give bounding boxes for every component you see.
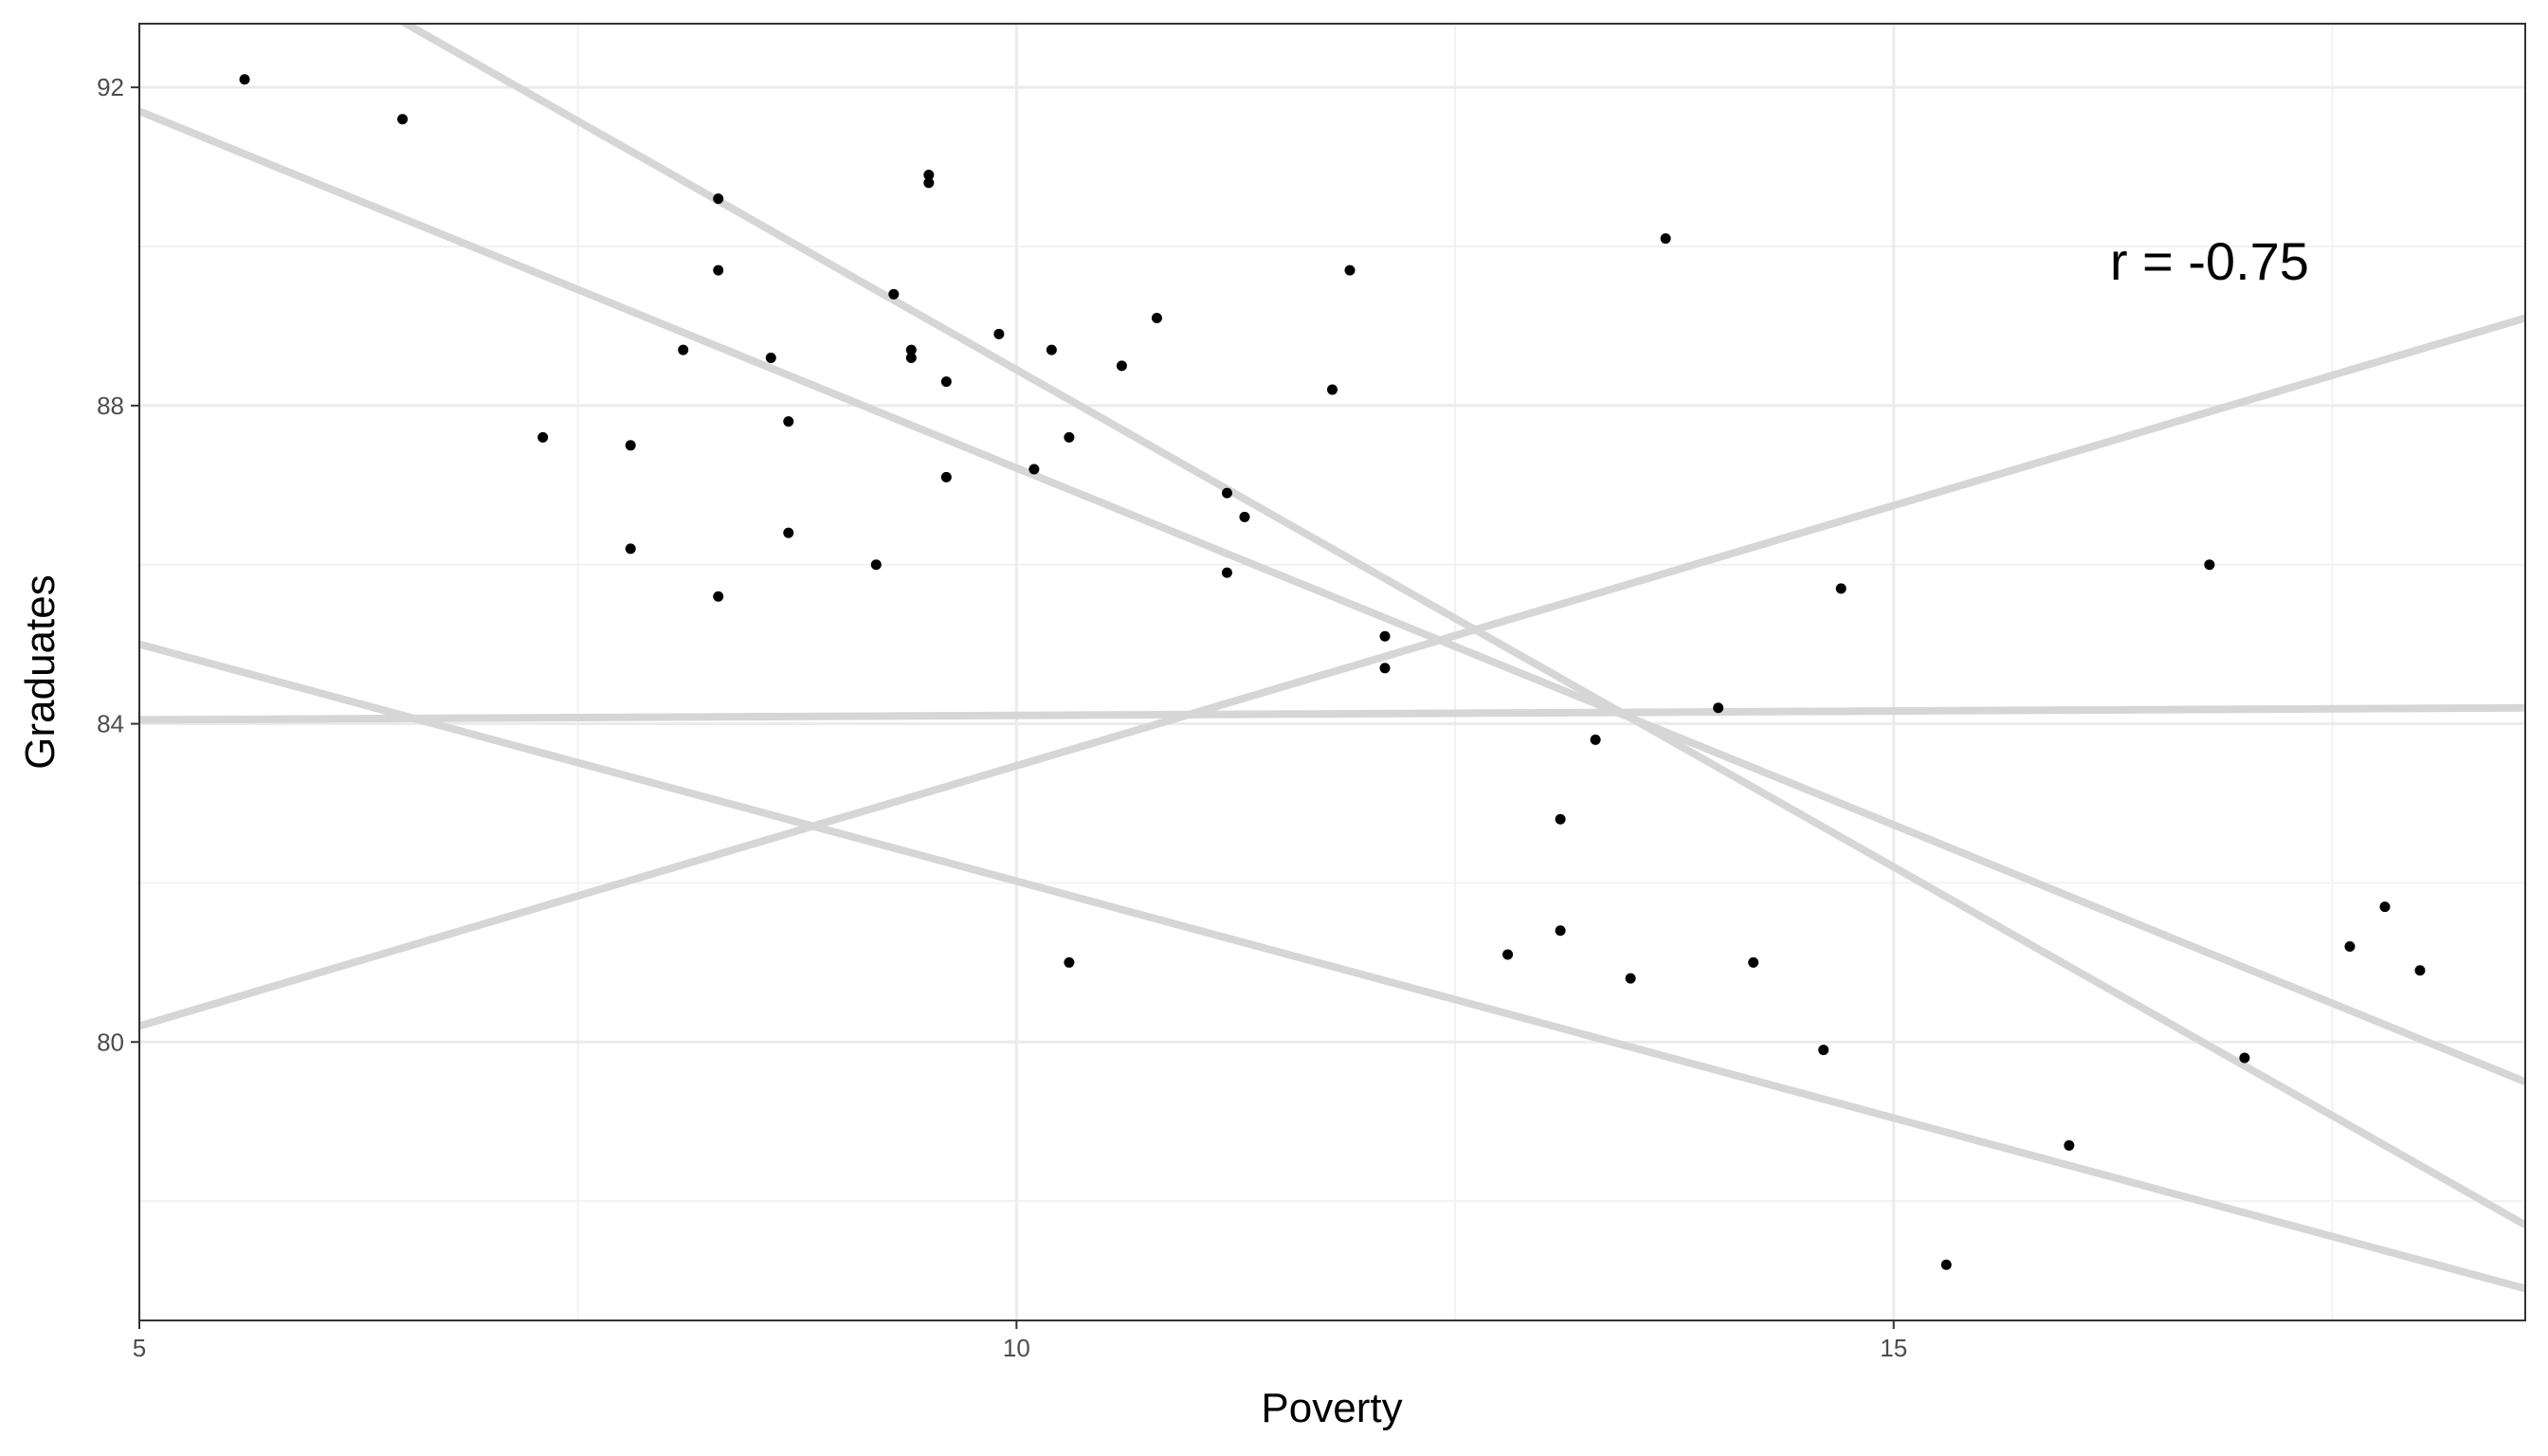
- data-point: [537, 431, 549, 443]
- x-axis: 5 10 15: [133, 1320, 1907, 1362]
- data-point: [783, 416, 794, 428]
- data-point: [1116, 360, 1127, 372]
- data-points: [239, 74, 2426, 1270]
- data-point: [940, 376, 952, 388]
- data-point: [1379, 630, 1391, 642]
- data-point: [905, 344, 917, 355]
- data-point: [1028, 464, 1040, 475]
- data-point: [940, 471, 952, 482]
- x-tick-label: 5: [133, 1334, 146, 1362]
- y-tick-label: 88: [97, 391, 124, 420]
- data-point: [239, 74, 250, 85]
- regression-lines: [139, 24, 2525, 1293]
- data-point: [713, 591, 724, 602]
- data-point: [1502, 949, 1514, 960]
- data-point: [1625, 973, 1636, 984]
- data-point: [1151, 313, 1162, 324]
- data-point: [1064, 956, 1075, 968]
- data-point: [1555, 925, 1566, 937]
- data-point: [870, 559, 882, 571]
- data-point: [713, 193, 724, 205]
- data-point: [678, 344, 689, 355]
- data-point: [923, 177, 935, 189]
- y-tick-label: 80: [97, 1028, 124, 1056]
- data-point: [1590, 734, 1601, 745]
- y-axis: 80 84 88 92: [97, 73, 139, 1056]
- y-tick-label: 84: [97, 710, 124, 738]
- regression-line: [139, 107, 2525, 1085]
- data-point: [625, 543, 636, 555]
- data-point: [1064, 431, 1075, 443]
- plot-panel-border: [138, 23, 2526, 1321]
- data-point: [783, 527, 794, 538]
- x-tick-label: 10: [1003, 1334, 1030, 1362]
- data-point: [1555, 813, 1566, 825]
- data-point: [905, 352, 917, 363]
- data-point: [2064, 1139, 2075, 1151]
- data-point: [1239, 511, 1250, 522]
- data-point: [2379, 901, 2391, 913]
- data-point: [2239, 1052, 2250, 1064]
- data-point: [625, 440, 636, 451]
- data-point: [1379, 663, 1391, 674]
- data-point: [993, 328, 1005, 339]
- regression-line: [139, 640, 2525, 1293]
- regression-line: [139, 314, 2525, 1030]
- data-point: [1818, 1045, 1829, 1056]
- data-point: [1940, 1259, 1952, 1270]
- data-point: [1327, 384, 1338, 395]
- y-axis-title: Graduates: [17, 574, 64, 769]
- data-point: [1221, 567, 1232, 578]
- minor-gridlines: [139, 24, 2525, 1320]
- data-point: [397, 114, 409, 125]
- data-point: [1046, 344, 1057, 355]
- regression-line: [398, 24, 2525, 1228]
- data-point: [2344, 941, 2356, 953]
- data-point: [1660, 233, 1671, 245]
- data-point: [1748, 956, 1759, 968]
- x-tick-label: 15: [1880, 1334, 1907, 1362]
- data-point: [888, 288, 900, 300]
- y-tick-label: 92: [97, 73, 124, 101]
- regression-line: [139, 703, 2525, 724]
- data-point: [1835, 583, 1847, 594]
- data-point: [765, 352, 776, 363]
- data-point: [1713, 702, 1724, 714]
- data-point: [2414, 965, 2426, 976]
- data-point: [1221, 487, 1232, 499]
- data-point: [923, 169, 935, 180]
- correlation-annotation: r = -0.75: [2110, 231, 2309, 291]
- x-axis-title: Poverty: [1261, 1385, 1402, 1431]
- data-point: [1344, 264, 1356, 276]
- data-point: [713, 264, 724, 276]
- data-point: [2204, 559, 2215, 571]
